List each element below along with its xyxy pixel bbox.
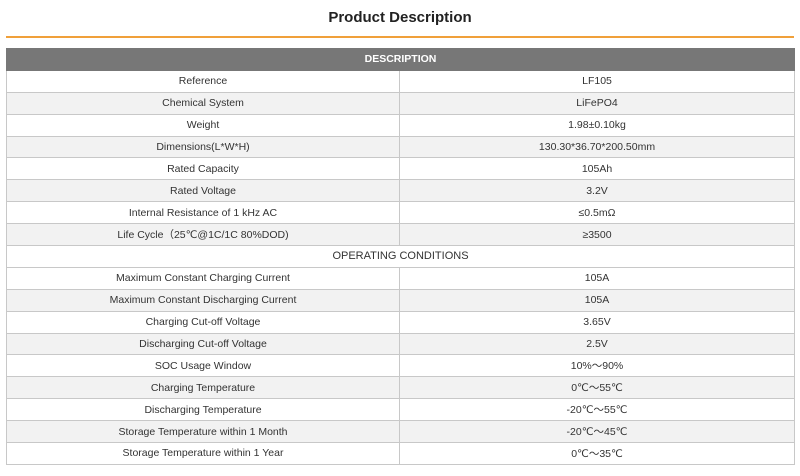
spec-label: Discharging Temperature <box>6 398 400 422</box>
page-header: Product Description <box>0 0 800 38</box>
spec-label: Weight <box>6 113 400 137</box>
table-row: Chemical System LiFePO4 <box>6 91 796 115</box>
spec-label: SOC Usage Window <box>6 354 400 378</box>
spec-value: -20℃～45℃ <box>398 420 796 444</box>
section-title: OPERATING CONDITIONS <box>5 245 796 268</box>
table-row: Storage Temperature within 1 Month -20℃～4… <box>6 420 796 444</box>
spec-value: 130.30*36.70*200.50mm <box>398 135 796 159</box>
table-row: Charging Cut-off Voltage 3.65V <box>6 310 796 334</box>
table-row: Life Cycle（25℃@1C/1C 80%DOD) ≥3500 <box>6 223 796 247</box>
table-row: Dimensions(L*W*H) 130.30*36.70*200.50mm <box>6 135 796 159</box>
spec-label: Charging Cut-off Voltage <box>6 310 400 334</box>
table-row: SOC Usage Window 10%～90% <box>6 354 796 378</box>
page-title: Product Description <box>328 9 472 26</box>
spec-value: 1.98±0.10kg <box>398 113 796 137</box>
table-header-row: DESCRIPTION <box>5 48 796 71</box>
spec-value: ≤0.5mΩ <box>398 201 796 225</box>
spec-table-body: Reference LF105 Chemical System LiFePO4 Weig… <box>5 69 796 465</box>
spec-value: 0℃～35℃ <box>398 442 796 465</box>
table-row: Discharging Temperature -20℃～55℃ <box>6 398 796 422</box>
table-row: Rated Capacity 105Ah <box>6 157 796 181</box>
spec-label: Storage Temperature within 1 Month <box>6 420 400 444</box>
table-row: Storage Temperature within 1 Year 0℃～35℃ <box>6 442 796 465</box>
spec-label: Maximum Constant Discharging Current <box>6 288 400 312</box>
spec-value: 105A <box>398 288 796 312</box>
spec-label: Rated Voltage <box>6 179 400 203</box>
table-row: Discharging Cut-off Voltage 2.5V <box>6 332 796 356</box>
spec-label: Internal Resistance of 1 kHz AC <box>6 201 400 225</box>
spec-table: DESCRIPTION Reference LF105 Chemical Syste… <box>5 48 796 465</box>
spec-value: 3.2V <box>398 179 796 203</box>
spec-label: Rated Capacity <box>6 157 400 181</box>
spec-value: LF105 <box>398 69 796 93</box>
spec-label: Maximum Constant Charging Current <box>6 266 400 290</box>
spec-value: -20℃～55℃ <box>398 398 796 422</box>
spec-label: Charging Temperature <box>6 376 400 400</box>
table-row: Rated Voltage 3.2V <box>6 179 796 203</box>
table-row: Weight 1.98±0.10kg <box>6 113 796 137</box>
spec-value: 2.5V <box>398 332 796 356</box>
spec-value: 0℃～55℃ <box>398 376 796 400</box>
spec-label: Dimensions(L*W*H) <box>6 135 400 159</box>
spec-label: Storage Temperature within 1 Year <box>6 442 400 465</box>
spec-label: Discharging Cut-off Voltage <box>6 332 400 356</box>
spec-label: Reference <box>6 69 400 93</box>
spec-value: 105Ah <box>398 157 796 181</box>
title-divider <box>6 36 794 38</box>
table-row: Reference LF105 <box>6 69 796 93</box>
spec-label: Life Cycle（25℃@1C/1C 80%DOD) <box>6 223 400 247</box>
spec-value: 3.65V <box>398 310 796 334</box>
spec-value: LiFePO4 <box>398 91 796 115</box>
table-row: Internal Resistance of 1 kHz AC ≤0.5mΩ <box>6 201 796 225</box>
table-header: DESCRIPTION <box>5 48 796 71</box>
spec-value: 105A <box>398 266 796 290</box>
spec-value: ≥3500 <box>398 223 796 247</box>
table-row: Maximum Constant Charging Current 105A <box>6 266 796 290</box>
table-row: Maximum Constant Discharging Current 105A <box>6 288 796 312</box>
spec-value: 10%～90% <box>398 354 796 378</box>
spec-label: Chemical System <box>6 91 400 115</box>
section-row: OPERATING CONDITIONS <box>5 245 796 268</box>
table-row: Charging Temperature 0℃～55℃ <box>6 376 796 400</box>
